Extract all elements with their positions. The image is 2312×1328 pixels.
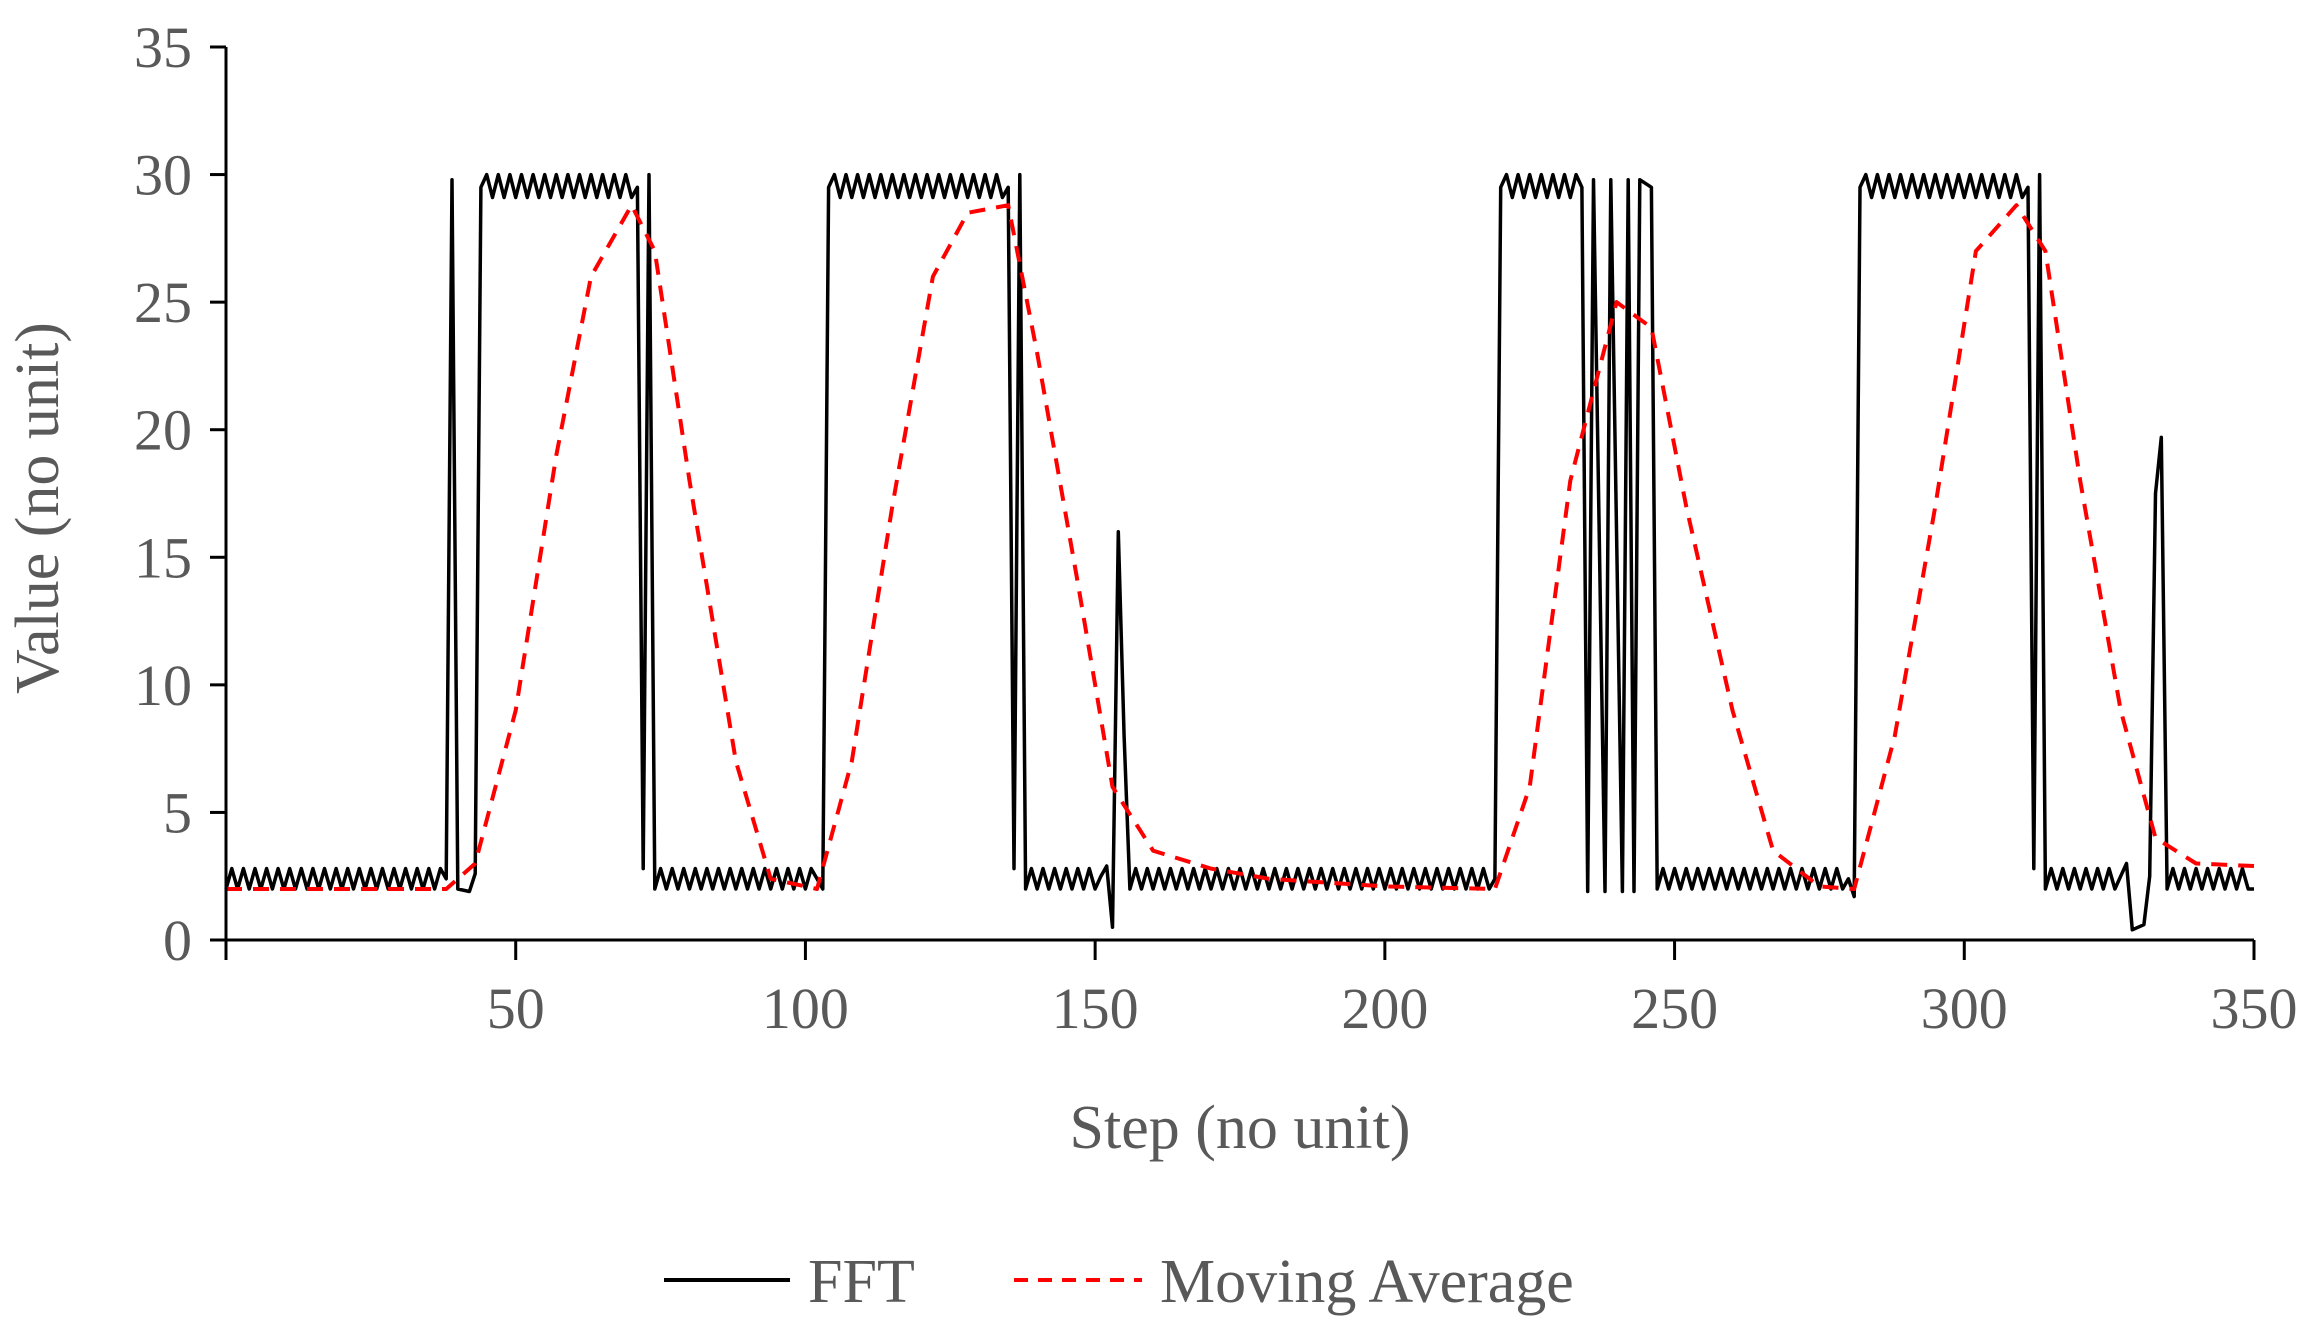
y-tick-label-30: 30 — [134, 143, 192, 208]
y-axis-title: Value (no unit) — [4, 322, 72, 694]
y-tick-label-5: 5 — [163, 780, 192, 845]
x-tick-label-300: 300 — [1921, 976, 2008, 1041]
y-tick-label-35: 35 — [134, 15, 192, 80]
x-tick-label-200: 200 — [1341, 976, 1428, 1041]
series-line-fft — [224, 172, 2254, 932]
x-tick-label-350: 350 — [2211, 976, 2298, 1041]
x-axis-title: Step (no unit) — [1070, 1094, 1411, 1162]
y-tick-label-10: 10 — [134, 653, 192, 718]
legend-label-fft: FFT — [808, 1248, 915, 1316]
y-tick-label-0: 0 — [163, 908, 192, 973]
x-tick-label-150: 150 — [1052, 976, 1139, 1041]
legend: FFT Moving Average — [664, 1248, 1574, 1316]
x-tick-label-250: 250 — [1631, 976, 1718, 1041]
y-axis-ticks: 0 5 10 15 20 25 30 35 — [134, 15, 226, 973]
x-axis-ticks: 50 100 150 200 250 300 350 — [224, 940, 2298, 1041]
y-tick-label-15: 15 — [134, 525, 192, 590]
y-tick-label-25: 25 — [134, 270, 192, 335]
x-tick-label-50: 50 — [487, 976, 545, 1041]
legend-label-moving-average: Moving Average — [1160, 1248, 1574, 1316]
y-tick-label-20: 20 — [134, 398, 192, 463]
x-tick-label-100: 100 — [762, 976, 849, 1041]
plot-lines — [224, 172, 2255, 932]
series-line-moving-average — [226, 203, 2255, 891]
